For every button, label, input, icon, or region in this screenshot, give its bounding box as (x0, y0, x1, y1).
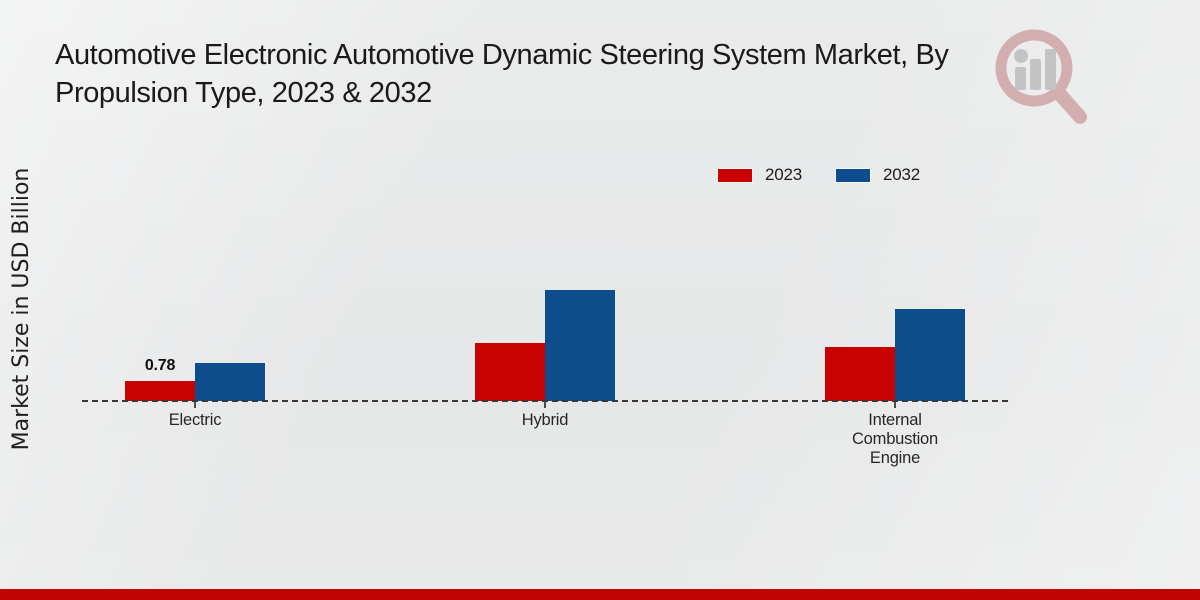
x-axis-category-label-internal-combustion-engine: Internal Combustion Engine (851, 411, 939, 467)
y-axis-label: Market Size in USD Billion (9, 167, 34, 451)
chart-title-line-1: Automotive Electronic Automotive Dynamic… (55, 39, 949, 71)
chart-title: Automotive Electronic Automotive Dynamic… (55, 36, 1115, 112)
magnifier-bar-chart-logo (995, 29, 1087, 124)
bar-2023-hybrid (475, 343, 545, 401)
x-axis-category-label-hybrid: Hybrid (521, 411, 569, 429)
legend-label-2032: 2032 (883, 165, 921, 184)
footer-accent-band (0, 589, 1200, 600)
bar-2032-hybrid (545, 289, 615, 401)
legend-swatch-2032 (835, 167, 872, 183)
legend: 2023 2032 (717, 165, 921, 185)
x-axis-tick-electric (194, 402, 196, 408)
x-axis-category-label-electric: Electric (168, 411, 222, 429)
bar-2023-electric (125, 380, 195, 401)
bar-2032-electric (195, 362, 265, 401)
legend-label-2023: 2023 (765, 165, 803, 184)
x-axis-baseline (82, 400, 1008, 402)
x-axis-tick-internal-combustion-engine (894, 402, 896, 408)
bar-value-label: 0.78 (144, 357, 176, 375)
legend-item-2032: 2032 (835, 165, 921, 185)
legend-swatch-2023 (717, 167, 753, 183)
x-axis-tick-hybrid (544, 402, 546, 408)
bar-2023-internal-combustion-engine (825, 346, 895, 401)
bar-2032-internal-combustion-engine (895, 308, 965, 401)
legend-item-2023: 2023 (717, 165, 803, 185)
chart-title-line-2: Propulsion Type, 2023 & 2032 (55, 77, 432, 109)
